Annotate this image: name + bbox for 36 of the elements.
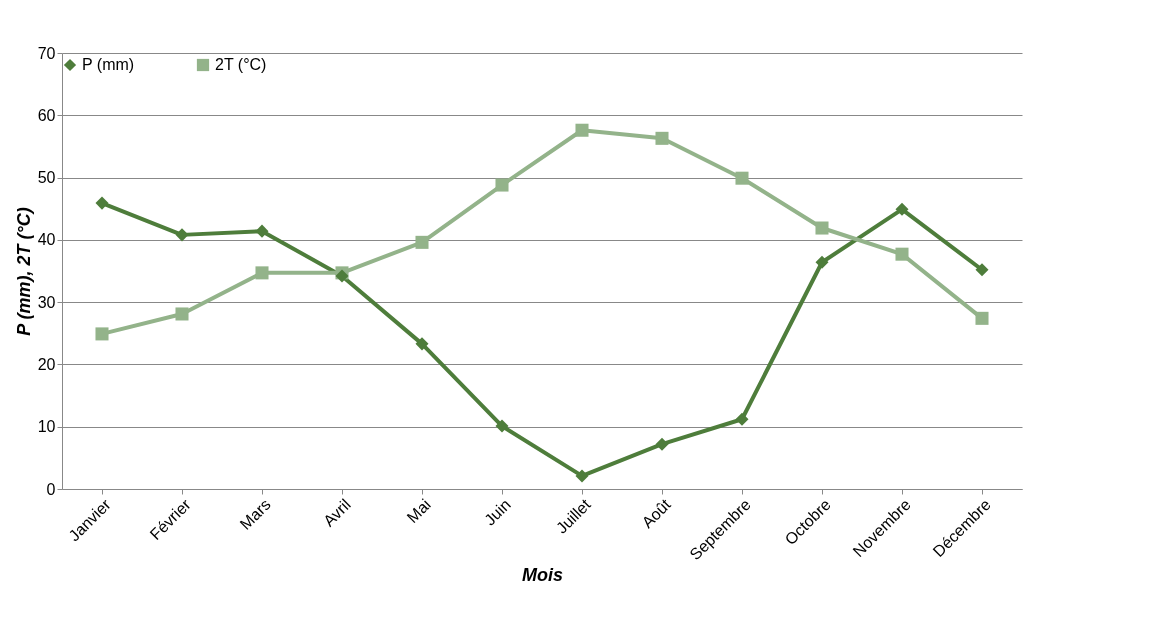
point [175, 307, 189, 321]
y-tick-label: 30 [37, 293, 56, 311]
x-tick-label: Juin [481, 495, 514, 529]
point [95, 196, 109, 210]
point [815, 221, 829, 235]
point [975, 263, 989, 277]
y-tick-label: 60 [37, 106, 56, 124]
y-tick-label: 50 [37, 169, 56, 187]
point [655, 437, 669, 451]
point [255, 224, 269, 238]
y-tick-label: 40 [37, 231, 56, 249]
point [255, 266, 269, 280]
y-tick-label: 10 [37, 418, 56, 436]
point [175, 228, 189, 242]
y-tick-label: 20 [37, 355, 56, 373]
legend-label: 2T (°C) [215, 56, 267, 73]
point [895, 247, 909, 261]
point [415, 235, 429, 249]
point [975, 311, 989, 325]
x-tick-label: Mai [403, 495, 434, 527]
point [575, 123, 589, 137]
y-axis-title: P (mm), 2T (°C) [13, 207, 34, 336]
y-tick-label: 0 [46, 480, 56, 498]
point [895, 202, 909, 216]
point [575, 469, 589, 483]
point [95, 327, 109, 341]
point [815, 255, 829, 269]
point [495, 178, 509, 192]
y-tick-label: 70 [37, 44, 56, 62]
point [415, 337, 429, 351]
point [495, 419, 509, 433]
x-axis-title: Mois [521, 565, 564, 586]
point [655, 131, 669, 145]
point [735, 412, 749, 426]
point [735, 171, 749, 185]
legend-label: P (mm) [82, 56, 135, 73]
